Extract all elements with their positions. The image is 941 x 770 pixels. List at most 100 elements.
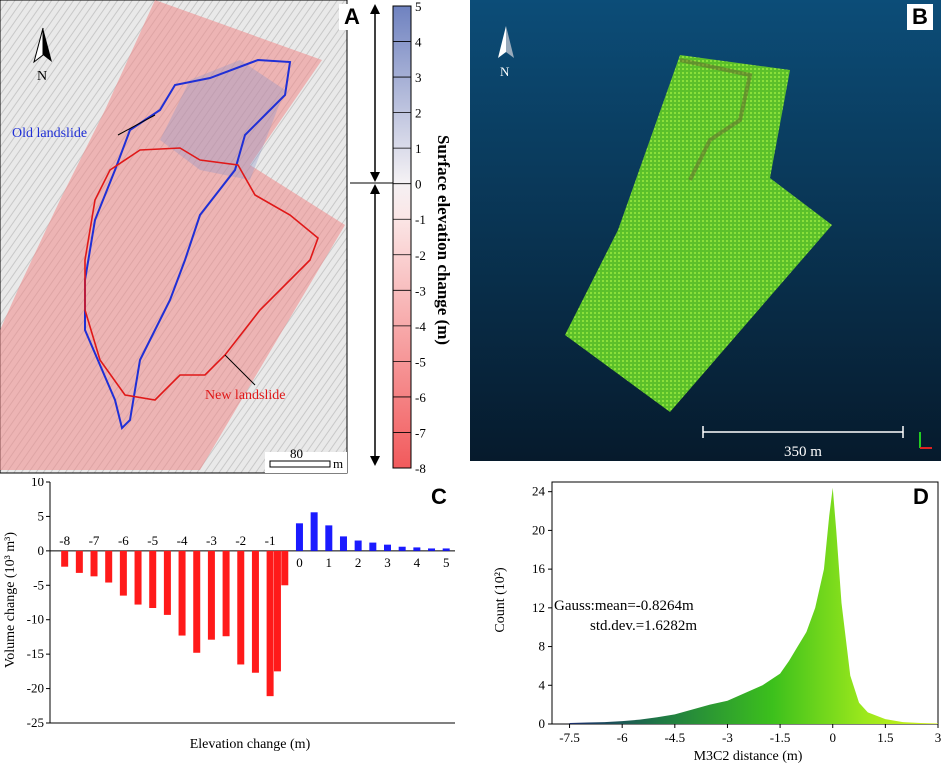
subsidence-arrow-head-top: [370, 184, 380, 194]
chart-c-bar: [398, 546, 406, 551]
panel-b: N 350 m B: [470, 0, 941, 476]
chart-c-bar: [266, 550, 274, 697]
chart-c-category-label: -5: [147, 533, 158, 548]
colorbar-tick-label: -8: [415, 461, 426, 476]
chart-c-category-label: -1: [265, 533, 276, 548]
colorbar-tick-label: 0: [415, 177, 422, 192]
histogram-area: [569, 487, 938, 724]
old-landslide-label: Old landslide: [12, 126, 87, 141]
panel-label-a: A: [339, 4, 365, 30]
panel-c: Elevation change (m) Volume change (10³ …: [0, 474, 462, 765]
chart-c-bar: [163, 550, 171, 615]
chart-c-ytick-label: 0: [38, 543, 45, 558]
gauss-mean-label: Gauss:mean=-0.8264m: [554, 598, 694, 614]
chart-d-xtick-label: -7.5: [559, 730, 580, 745]
panel-a-map: Old landslide New landslide N 80 m 5 4 3 2 1…: [0, 0, 453, 476]
old-landslide-leader: [117, 114, 156, 136]
colorbar-tick-label: -1: [415, 212, 426, 227]
panel-label-c: C: [426, 484, 452, 510]
chart-c-ytick-label: -5: [33, 577, 44, 592]
map-frame: [0, 0, 348, 474]
chart-c-category-label: 4: [414, 555, 421, 570]
panel-b-pointcloud: N 350 m: [470, 0, 941, 461]
chart-d-xtick-label: -4.5: [665, 730, 686, 745]
colorbar: [392, 5, 412, 469]
chart-c-ytick-label: -25: [27, 715, 44, 730]
chart-c-category-label: 5: [443, 555, 450, 570]
north-label-a: N: [37, 69, 47, 84]
chart-c-bar: [105, 550, 113, 583]
colorbar-tick-label: -7: [415, 425, 426, 440]
scale-bar-a: [269, 460, 331, 468]
chart-d-ytick-label: 0: [539, 716, 546, 731]
subsidence-arrow-head-bottom: [370, 456, 380, 466]
chart-c-ytick-label: 5: [38, 508, 45, 523]
point-cloud: [565, 55, 832, 412]
colorbar-title: Surface elevation change (m): [434, 135, 453, 345]
scale-label-b: 350 m: [784, 444, 822, 460]
colorbar-tick-label: 2: [415, 106, 422, 121]
chart-c-category-label: -3: [206, 533, 217, 548]
north-arrow-shade-b: [506, 26, 514, 58]
chart-c-bar: [354, 540, 362, 551]
chart-c-bar: [207, 550, 215, 640]
colorbar-tick-label: -6: [415, 390, 426, 405]
north-label-b: N: [500, 64, 510, 79]
panel-d: M3C2 distance (m) Count (10²) Gauss:mean…: [480, 478, 941, 765]
chart-d-xtick-label: -3: [722, 730, 733, 745]
chart-c-category-label: 2: [355, 555, 362, 570]
uplift-arrow-head-top: [370, 4, 380, 14]
chart-d-xtick-label: 3: [935, 730, 941, 745]
colorbar-tick-label: -2: [415, 248, 426, 263]
chart-c-bar: [61, 550, 69, 567]
volume-change-chart: Elevation change (m) Volume change (10³ …: [3, 474, 455, 752]
colorbar-tick-label: -5: [415, 354, 426, 369]
chart-d-ytick-label: 12: [532, 600, 545, 615]
uplift-zone: [160, 60, 285, 180]
scale-unit-a: m: [333, 456, 343, 471]
chart-c-category-label: -8: [59, 533, 70, 548]
chart-c-bar: [310, 512, 318, 551]
chart-c-category-label: -2: [235, 533, 246, 548]
chart-d-ytick-label: 24: [532, 484, 546, 499]
scarp-shading: [679, 58, 753, 181]
chart-d-ytick-label: 8: [539, 639, 546, 654]
panel-a: Old landslide New landslide N 80 m 5 4 3 2 1…: [0, 0, 462, 476]
colorbar-tick-label: 3: [415, 70, 422, 85]
chart-c-bar: [384, 544, 391, 551]
chart-c-bar: [442, 548, 450, 551]
chart-c-ytick-label: -10: [27, 612, 44, 627]
chart-d-ylabel: Count (10²): [493, 567, 508, 633]
chart-d-ytick-label: 4: [539, 677, 546, 692]
chart-c-bar: [149, 550, 157, 609]
north-arrow-icon-b: [498, 26, 506, 58]
uplift-arrow-head-bottom: [370, 172, 380, 182]
chart-d-ytick-label: 16: [532, 561, 546, 576]
new-landslide-outline: [84, 147, 319, 401]
chart-c-ylabel: Volume change (10³ m³): [3, 532, 18, 668]
chart-c-bar: [134, 550, 142, 605]
chart-c-category-label: -4: [177, 533, 188, 548]
chart-c-bar: [119, 550, 127, 596]
chart-c-category-label: -7: [89, 533, 100, 548]
chart-d-xtick-label: 1.5: [877, 730, 893, 745]
gauss-std-label: std.dev.=1.6282m: [590, 618, 697, 634]
elevation-change-overlay: [0, 0, 345, 470]
chart-c-bar: [428, 548, 436, 551]
chart-c-category-label: 3: [384, 555, 391, 570]
chart-d-ytick-label: 20: [532, 522, 545, 537]
chart-c-bar: [75, 550, 83, 573]
colorbar-tick-label: 1: [415, 141, 422, 156]
new-landslide-label: New landslide: [205, 388, 285, 403]
chart-c-xlabel: Elevation change (m): [190, 737, 311, 752]
chart-c-bar: [237, 550, 245, 665]
colorbar-tick-label: 5: [415, 0, 422, 14]
chart-c-bar: [90, 550, 98, 577]
chart-c-bar: [413, 547, 421, 551]
chart-c-bar: [251, 550, 259, 673]
chart-c-bar: [281, 550, 289, 586]
chart-c-bar: [325, 525, 333, 551]
chart-c-category-label: 1: [326, 555, 333, 570]
m3c2-histogram: M3C2 distance (m) Count (10²) Gauss:mean…: [493, 481, 941, 764]
chart-d-xlabel: M3C2 distance (m): [694, 749, 803, 764]
